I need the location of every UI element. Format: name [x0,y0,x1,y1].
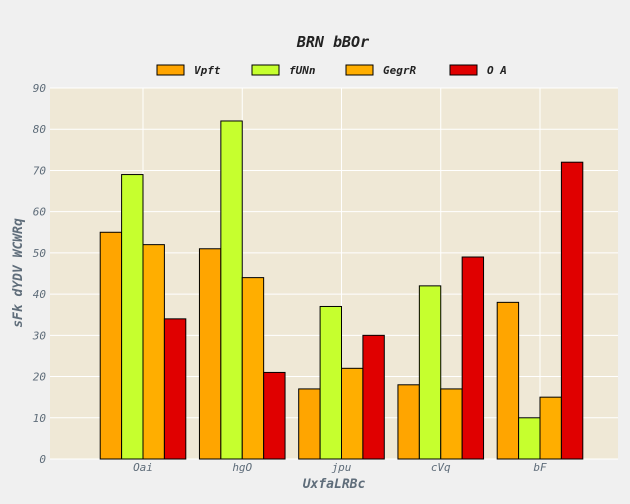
legend-swatch [345,64,374,76]
y-tick-label: 20 [33,371,47,384]
y-tick-label: 80 [33,123,47,136]
bar [440,388,463,460]
bar [241,277,265,460]
bar [99,231,123,460]
bar [518,417,541,460]
y-tick-label: 0 [39,453,46,466]
legend-label: O A [487,64,507,77]
y-tick-label: 50 [33,247,47,260]
y-tick-label: 60 [33,206,47,219]
bar [220,120,243,460]
bars [99,120,584,460]
bar [418,285,442,460]
bar [163,318,187,460]
y-axis-ticks: 0 10 20 30 40 50 60 70 80 90 [32,82,47,466]
x-axis-ticks: Oai hgO jpu cVq bF [133,461,547,474]
bar [539,396,562,460]
legend-label: GegrR [383,64,416,77]
legend-swatch [449,64,478,76]
y-tick-label: 30 [32,329,47,342]
chart-title: BRN bBOr [296,33,369,51]
bar [263,371,286,460]
x-axis-label: UxfaLRBc [303,477,366,492]
legend-label: Vpft [194,64,221,77]
bar [198,248,222,460]
legend-label: fUNn [289,64,316,77]
y-tick-label: 40 [33,288,47,301]
legend: Vpft fUNn GegrR O A [156,64,507,77]
x-tick-label: bF [533,461,547,474]
x-tick-label: jpu [332,461,352,474]
x-tick-label: cVq [431,461,451,474]
bar [142,244,165,460]
bar [461,256,485,460]
y-tick-label: 70 [33,164,47,177]
y-tick-label: 10 [33,412,47,425]
y-tick-label: 90 [33,82,47,95]
bar [397,384,420,460]
bar [121,174,144,460]
bar [341,367,364,460]
bar [362,334,385,460]
x-tick-label: hgO [232,461,252,474]
bar [298,388,321,460]
bar [496,301,520,460]
legend-swatch [156,64,185,76]
bar [319,305,343,460]
y-axis-label: sFk dYDV WCWRq [11,218,26,328]
bar [560,161,584,460]
legend-swatch [251,64,280,76]
x-tick-label: Oai [133,461,153,474]
